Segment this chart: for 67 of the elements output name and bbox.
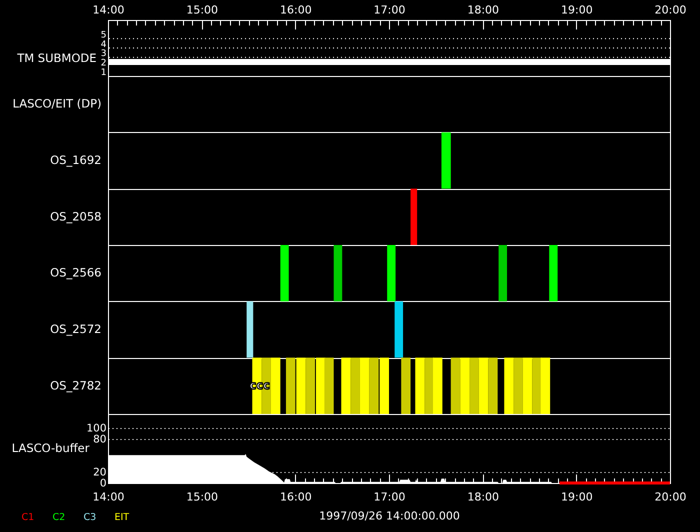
text: EIT [114, 512, 130, 524]
y-axis-title: LASCO-buffer [12, 441, 90, 455]
y-tick-label: 4 [100, 40, 107, 50]
x-tick-label: 17:00 [374, 4, 406, 16]
x-tick-label: 18:00 [467, 490, 500, 504]
bar [341, 358, 351, 414]
bar [401, 358, 411, 414]
bar [324, 358, 334, 414]
text: C2 [52, 512, 66, 524]
bar [470, 358, 479, 414]
y-axis-title: TM SUBMODE [16, 51, 96, 66]
bar [415, 358, 425, 414]
bar [433, 358, 442, 414]
y-tick-label: 80 [93, 434, 106, 446]
y-tick-label: 20 [93, 466, 106, 479]
y-tick-label: LASCO/EIT (DP) [12, 96, 102, 111]
text: C1 [22, 512, 34, 524]
bar [450, 358, 460, 414]
x-tick-label: 19:00 [560, 4, 593, 16]
y-tick-label: 2 [100, 58, 106, 68]
bar [488, 358, 498, 414]
bar [504, 358, 514, 414]
bar [380, 358, 389, 414]
bar [387, 245, 396, 302]
bar [360, 358, 370, 414]
y-tick-label: 0 [100, 478, 106, 490]
text: C3 [84, 512, 96, 524]
bar [460, 358, 470, 414]
bar [369, 358, 379, 414]
bar [514, 358, 523, 414]
x-tick-label: 20:00 [654, 4, 686, 16]
bar [334, 245, 342, 302]
bar [410, 188, 418, 245]
x-axis-title: 1997/09/26 14:00:00.000 [319, 510, 460, 522]
x-tick-label: 15:00 [186, 490, 218, 504]
bar [441, 132, 451, 189]
y-tick-label: 5 [100, 30, 106, 40]
bar [540, 358, 550, 414]
x-tick-label: 20:00 [654, 490, 686, 504]
y-tick-label: 3 [100, 49, 106, 60]
bar [498, 245, 508, 302]
y-tick-label: OS_2058 [50, 209, 102, 224]
bar [270, 358, 280, 414]
bar [394, 301, 404, 358]
y-tick-label: OS_2566 [50, 266, 102, 280]
x-tick-label: 14:00 [92, 4, 124, 16]
y-tick-label: OS_2782 [50, 378, 102, 392]
x-tick-label: 14:00 [92, 490, 124, 504]
bar [246, 301, 254, 358]
x-tick-label: 16:00 [280, 490, 312, 504]
bar [478, 358, 488, 414]
y-tick-label: 1 [100, 68, 106, 78]
bar [549, 245, 558, 302]
x-tick-label: 19:00 [560, 490, 593, 504]
bar [350, 358, 360, 414]
bar [306, 358, 316, 414]
x-tick-label: 17:00 [374, 490, 406, 504]
bar [296, 358, 306, 414]
y-tick-label: OS_1692 [50, 153, 102, 167]
y-tick-label: 100 [86, 422, 106, 435]
x-tick-label: 16:00 [280, 4, 312, 16]
x-tick-label: 15:00 [186, 4, 218, 16]
bar [286, 358, 296, 414]
x-tick-label: 18:00 [467, 4, 500, 16]
y-tick-label: OS_2572 [50, 322, 102, 336]
bar [280, 245, 289, 302]
bar [522, 358, 532, 414]
